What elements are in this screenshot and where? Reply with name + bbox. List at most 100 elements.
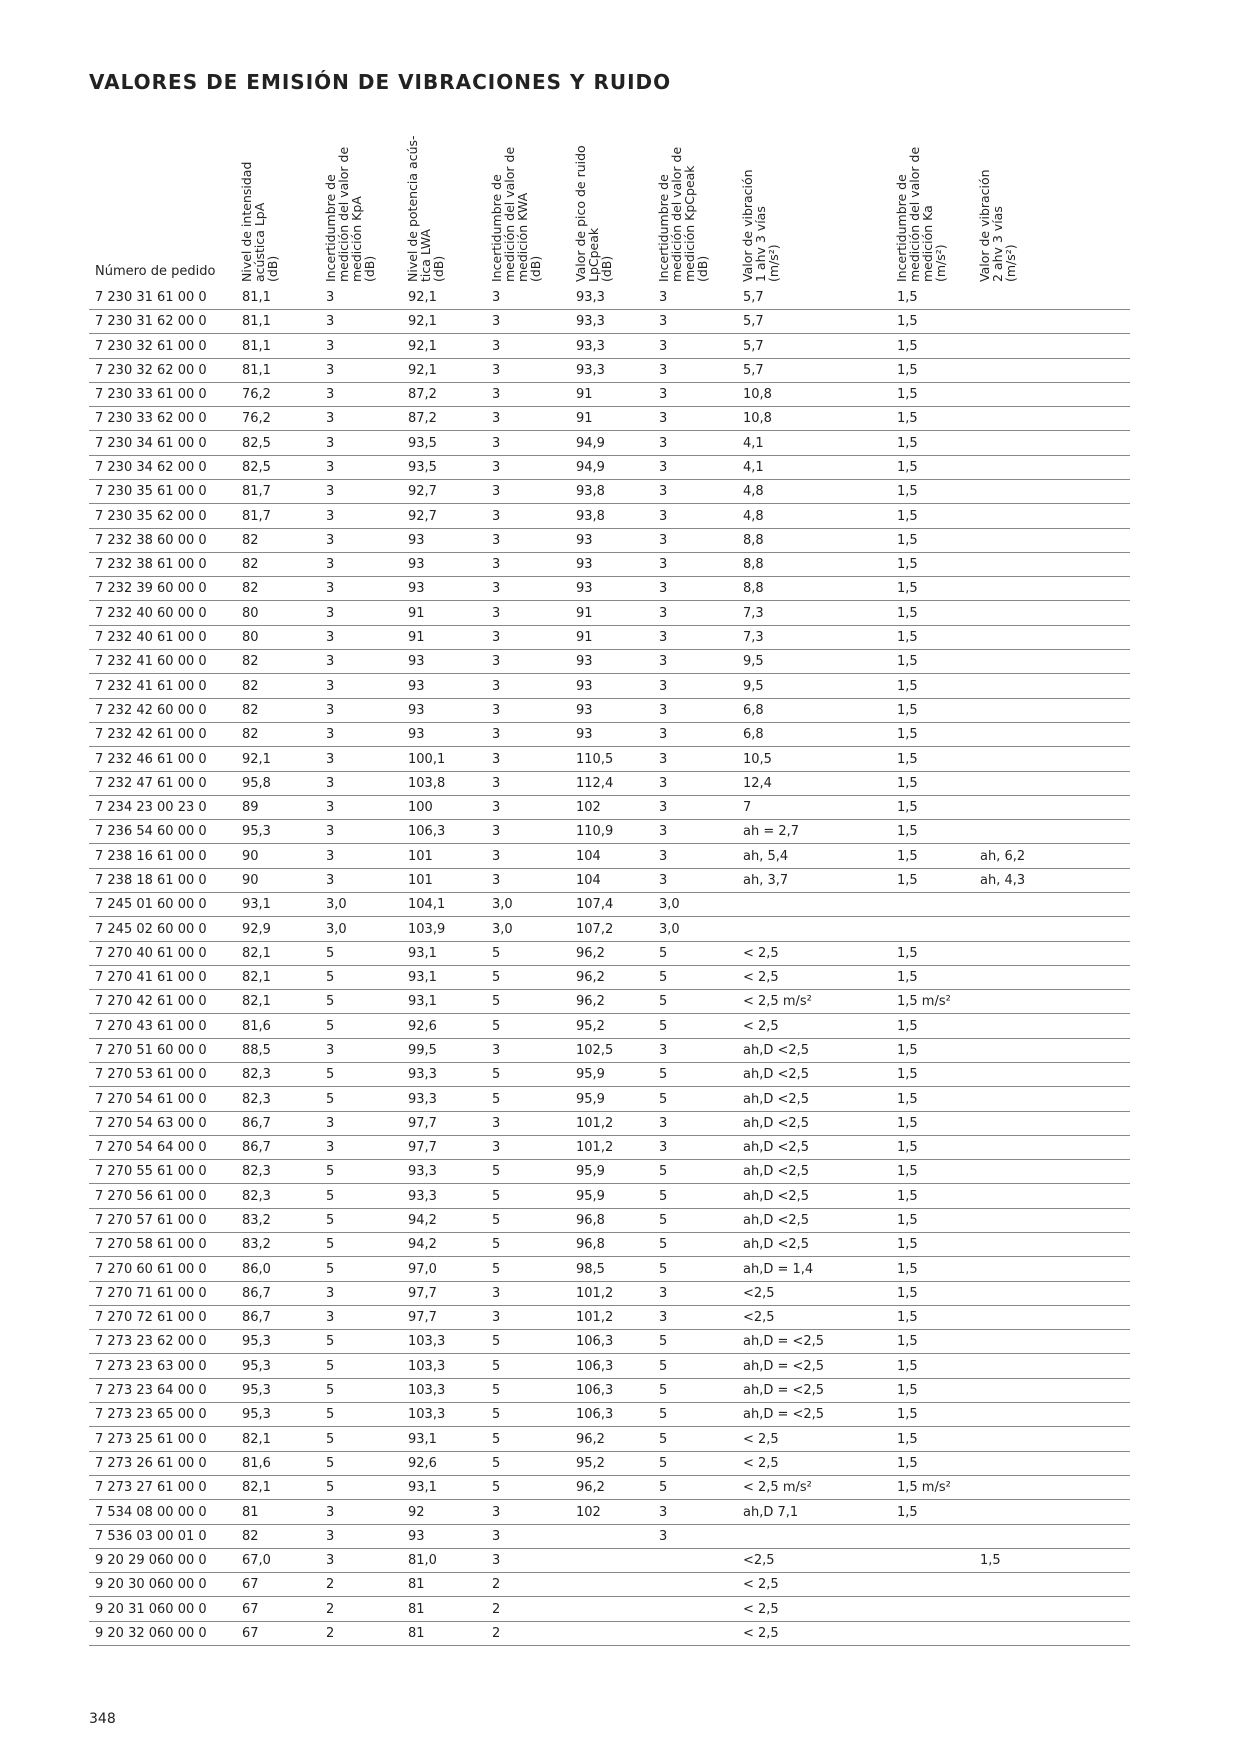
cell: ah, 3,7 xyxy=(743,872,789,888)
row-divider xyxy=(89,357,1130,359)
cell: 93,1 xyxy=(408,1480,437,1496)
cell: 93 xyxy=(408,678,425,694)
order-number: 7 270 72 61 00 0 xyxy=(95,1310,207,1326)
cell: 12,4 xyxy=(743,775,772,791)
cell: 5 xyxy=(659,1018,668,1034)
cell: 5 xyxy=(492,970,501,986)
order-number: 7 230 32 61 00 0 xyxy=(95,338,207,354)
cell: 1,5 xyxy=(897,1285,918,1301)
order-number: 7 273 23 62 00 0 xyxy=(95,1334,207,1350)
cell: 86,7 xyxy=(242,1140,271,1156)
order-number: 7 270 54 63 00 0 xyxy=(95,1115,207,1131)
cell: 1,5 xyxy=(897,411,918,427)
order-number: 9 20 32 060 00 0 xyxy=(95,1625,207,1641)
cell: 95,3 xyxy=(242,1407,271,1423)
cell: 67 xyxy=(242,1577,259,1593)
cell: ah,D <2,5 xyxy=(743,1042,810,1058)
cell: 1,5 xyxy=(897,1504,918,1520)
cell: 3 xyxy=(492,411,501,427)
cell: 3 xyxy=(659,532,668,548)
cell: 3 xyxy=(492,775,501,791)
cell: 3 xyxy=(326,484,335,500)
cell: 97,7 xyxy=(408,1285,437,1301)
order-number: 7 232 42 60 00 0 xyxy=(95,702,207,718)
cell: 5 xyxy=(659,1164,668,1180)
order-number: 7 270 40 61 00 0 xyxy=(95,945,207,961)
cell: 3 xyxy=(326,800,335,816)
cell: 3 xyxy=(326,411,335,427)
cell: 93,1 xyxy=(408,1431,437,1447)
cell: 3 xyxy=(326,460,335,476)
cell: 67 xyxy=(242,1625,259,1641)
cell: 110,9 xyxy=(576,824,614,840)
cell: 5 xyxy=(326,994,335,1010)
order-number: 7 234 23 00 23 0 xyxy=(95,800,207,816)
cell: 1,5 xyxy=(897,581,918,597)
cell: 3 xyxy=(492,460,501,476)
cell: 107,2 xyxy=(576,921,614,937)
cell: 94,9 xyxy=(576,435,605,451)
order-number: 7 230 31 62 00 0 xyxy=(95,314,207,330)
cell: < 2,5 xyxy=(743,970,779,986)
cell: 82,1 xyxy=(242,945,271,961)
cell: 1,5 xyxy=(897,557,918,573)
cell: 3 xyxy=(659,751,668,767)
cell: 93 xyxy=(408,1528,425,1544)
cell: 103,9 xyxy=(408,921,446,937)
cell: ah,D = <2,5 xyxy=(743,1358,825,1374)
cell: 2 xyxy=(492,1625,501,1641)
row-divider xyxy=(89,843,1130,845)
cell: 91 xyxy=(576,411,593,427)
cell: 3 xyxy=(659,702,668,718)
cell: 82 xyxy=(242,532,259,548)
cell: 96,2 xyxy=(576,994,605,1010)
order-number: 7 232 38 61 00 0 xyxy=(95,557,207,573)
order-number: 7 232 46 61 00 0 xyxy=(95,751,207,767)
order-number: 7 270 43 61 00 0 xyxy=(95,1018,207,1034)
cell: 88,5 xyxy=(242,1042,271,1058)
row-divider xyxy=(89,940,1130,942)
row-divider xyxy=(89,697,1130,699)
cell: 93,5 xyxy=(408,435,437,451)
row-divider xyxy=(89,430,1130,432)
cell: 81,1 xyxy=(242,314,271,330)
cell: 82 xyxy=(242,727,259,743)
cell: 93 xyxy=(576,532,593,548)
cell: 95,9 xyxy=(576,1091,605,1107)
page-number: 348 xyxy=(89,1711,116,1727)
order-number: 7 232 38 60 00 0 xyxy=(95,532,207,548)
column-header: Valor de pico de ruido LpCpeak (dB) xyxy=(573,145,614,282)
cell: 3 xyxy=(659,387,668,403)
cell: 3 xyxy=(659,1528,668,1544)
order-number: 7 245 02 60 00 0 xyxy=(95,921,207,937)
cell: 1,5 xyxy=(897,1042,918,1058)
order-number: 7 230 31 61 00 0 xyxy=(95,290,207,305)
order-number: 7 270 41 61 00 0 xyxy=(95,970,207,986)
row-divider xyxy=(89,1013,1130,1015)
cell: 1,5 xyxy=(897,872,918,888)
cell: 5 xyxy=(659,1480,668,1496)
order-number: 7 232 41 61 00 0 xyxy=(95,678,207,694)
cell: 101 xyxy=(408,872,433,888)
cell: 93 xyxy=(576,678,593,694)
cell: 3 xyxy=(492,1310,501,1326)
cell: 3 xyxy=(659,1115,668,1131)
cell: 95,2 xyxy=(576,1018,605,1034)
cell: 81 xyxy=(408,1601,425,1617)
order-number: 7 232 47 61 00 0 xyxy=(95,775,207,791)
cell: 3 xyxy=(326,1553,335,1569)
cell: 93,3 xyxy=(576,314,605,330)
cell: 4,8 xyxy=(743,508,764,524)
cell: 80 xyxy=(242,605,259,621)
title: VALORES DE EMISIÓN DE VIBRACIONES Y RUID… xyxy=(89,70,672,94)
cell: 95,9 xyxy=(576,1164,605,1180)
order-number: 7 270 60 61 00 0 xyxy=(95,1261,207,1277)
cell: 3 xyxy=(659,678,668,694)
cell: 3 xyxy=(492,751,501,767)
cell: 106,3 xyxy=(576,1334,614,1350)
cell: 95,9 xyxy=(576,1188,605,1204)
order-number: 7 238 18 61 00 0 xyxy=(95,872,207,888)
cell: 104,1 xyxy=(408,897,446,913)
cell: 2 xyxy=(492,1577,501,1593)
cell: 5 xyxy=(326,1091,335,1107)
